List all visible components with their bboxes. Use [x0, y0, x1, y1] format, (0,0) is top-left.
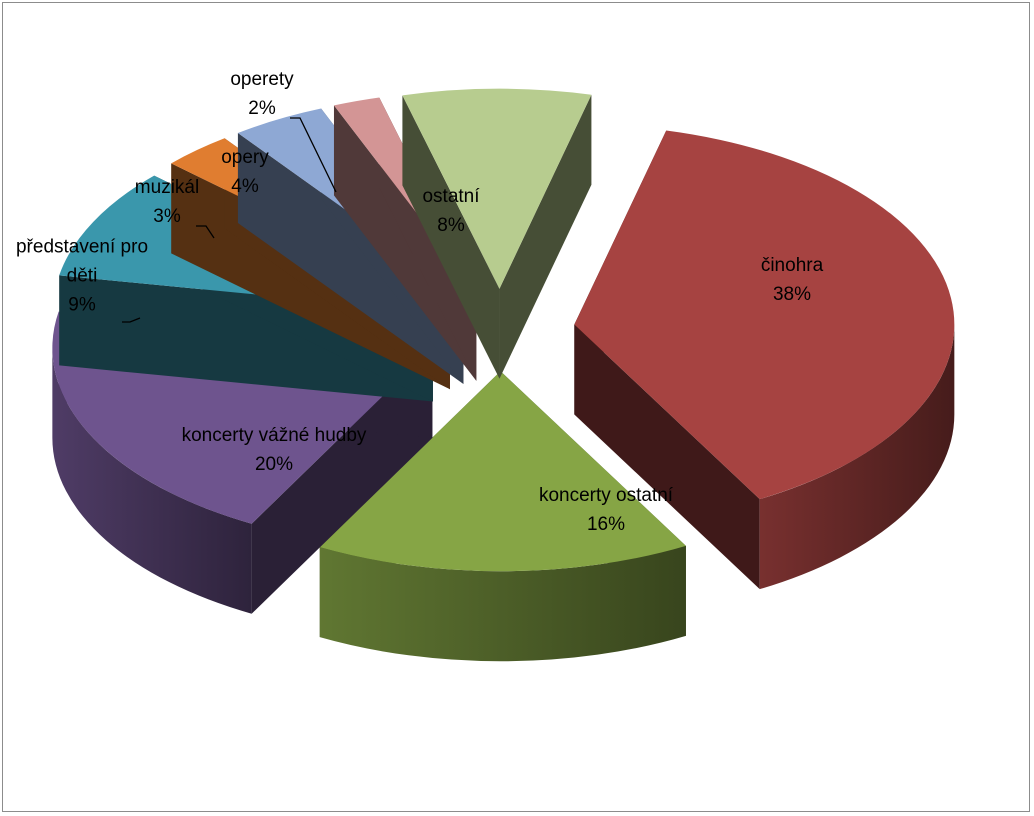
leader-line [196, 225, 215, 239]
pie-slice [402, 88, 592, 379]
data-label-muzikal: muzikál 3% [135, 173, 199, 231]
data-label-operety: operety 2% [230, 65, 293, 123]
leader-line [122, 317, 141, 323]
slice-name: koncerty ostatní [538, 485, 674, 506]
slice-percent: 8% [437, 215, 465, 236]
slice-percent: 20% [254, 454, 294, 475]
slice-wall [237, 133, 464, 384]
data-label-koncerty-vazne-hudby: koncerty vážné hudby 20% [179, 421, 369, 479]
pie-slice [319, 371, 686, 662]
data-label-opery: opery 4% [221, 143, 269, 201]
slice-top [319, 371, 686, 572]
slice-name: muzikál [134, 177, 200, 198]
data-label-ostatni: ostatní 8% [422, 182, 479, 240]
slice-side [319, 545, 686, 662]
leader-line [290, 117, 337, 193]
slice-name: opery [221, 147, 269, 168]
slice-percent: 16% [586, 514, 626, 535]
data-label-cinohra: činohra 38% [761, 251, 823, 309]
slice-percent: 3% [153, 206, 181, 227]
slice-side [759, 324, 955, 590]
data-label-koncerty-ostatni: koncerty ostatní 16% [539, 481, 673, 539]
slice-wall [574, 324, 760, 590]
slice-percent: 2% [248, 98, 276, 119]
slice-wall [402, 95, 500, 379]
slice-side [52, 347, 252, 614]
slice-name: koncerty vážné hudby [181, 425, 367, 446]
pie-slice [574, 130, 955, 590]
slice-wall [333, 105, 477, 381]
slice-name: představení pro děti [15, 236, 149, 287]
slice-wall [499, 94, 592, 379]
slice-name: činohra [760, 255, 824, 276]
slice-percent: 4% [231, 176, 259, 197]
slice-name: ostatní [422, 186, 480, 207]
slice-top [402, 88, 592, 289]
slice-name: operety [230, 69, 294, 90]
data-label-predstaveni-pro-deti: představení pro děti 9% [12, 233, 152, 320]
slice-top [574, 130, 955, 500]
slice-percent: 38% [772, 284, 812, 305]
slice-percent: 9% [68, 294, 96, 316]
